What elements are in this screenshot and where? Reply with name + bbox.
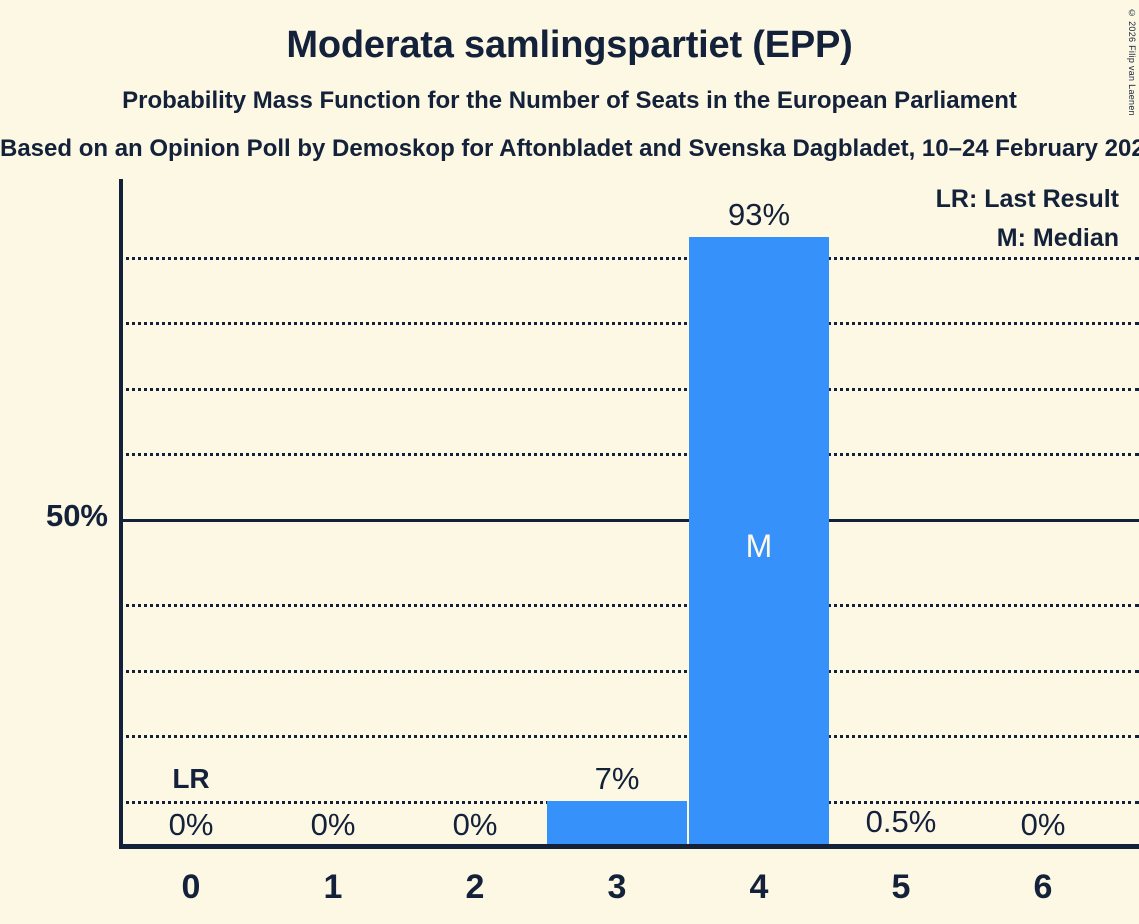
gridline-37 <box>119 604 1139 608</box>
copyright-notice: © 2026 Filip van Laenen <box>1127 8 1137 116</box>
value-label-seat-5: 0.5% <box>865 803 937 839</box>
value-label-seat-0: 0% <box>168 807 214 842</box>
value-label-seat-4: 93% <box>727 196 791 232</box>
value-label-seat-1: 0% <box>310 807 356 842</box>
value-label-seat-6: 0% <box>1020 807 1066 842</box>
x-tick-4: 4 <box>749 868 769 906</box>
bar-seat-4[interactable]: M <box>689 236 829 847</box>
median-marker: M <box>745 527 773 564</box>
legend-median: M: Median <box>996 224 1119 252</box>
value-label-seat-2: 0% <box>452 807 498 842</box>
y-axis-line <box>119 179 123 849</box>
plot-area: M <box>119 179 1139 849</box>
x-axis-line <box>119 844 1139 849</box>
x-tick-0: 0 <box>181 868 201 906</box>
chart-subtitle: Probability Mass Function for the Number… <box>122 87 1017 114</box>
x-tick-3: 3 <box>607 868 627 906</box>
gridline-50 <box>119 519 1139 522</box>
chart-source-note: Based on an Opinion Poll by Demoskop for… <box>0 135 1139 162</box>
x-tick-2: 2 <box>465 868 485 906</box>
gridline-17 <box>119 735 1139 739</box>
legend-last-result: LR: Last Result <box>935 185 1119 213</box>
last-result-marker: LR <box>172 763 210 794</box>
x-tick-5: 5 <box>891 868 911 906</box>
gridline-90 <box>119 256 1139 260</box>
x-tick-6: 6 <box>1033 868 1053 906</box>
page-title: Moderata samlingspartiet (EPP) <box>286 24 853 66</box>
bar-seat-3[interactable] <box>547 801 687 847</box>
y-axis-tick-label-50: 50% <box>45 498 108 533</box>
x-tick-1: 1 <box>323 868 343 906</box>
gridline-60 <box>119 453 1139 457</box>
gridline-70 <box>119 387 1139 391</box>
gridline-80 <box>119 322 1139 326</box>
value-label-seat-3: 7% <box>594 761 640 797</box>
gridline-27 <box>119 669 1139 673</box>
